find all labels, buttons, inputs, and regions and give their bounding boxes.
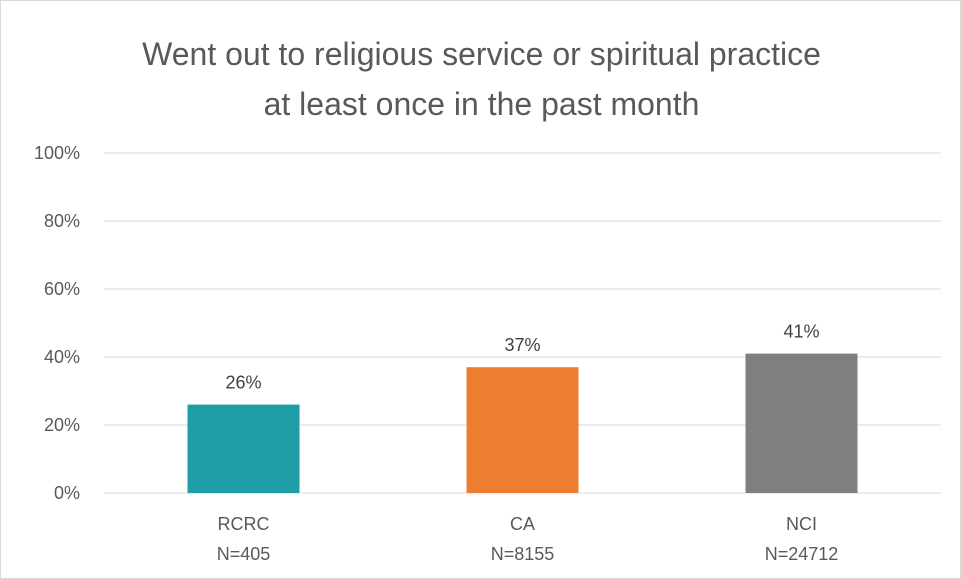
bar — [745, 353, 858, 493]
y-tick-label: 80% — [44, 211, 80, 231]
data-label: 26% — [225, 373, 261, 393]
x-tick-sublabel: N=24712 — [765, 544, 839, 564]
data-label: 41% — [783, 322, 819, 342]
x-tick-label: CA — [510, 514, 535, 534]
chart-title: Went out to religious service or spiritu… — [1, 29, 961, 129]
y-tick-label: 60% — [44, 279, 80, 299]
data-label: 37% — [504, 335, 540, 355]
y-tick-label: 40% — [44, 347, 80, 367]
x-tick-sublabel: N=8155 — [491, 544, 555, 564]
chart-title-line-1: Went out to religious service or spiritu… — [142, 36, 821, 72]
bar — [187, 404, 300, 493]
chart-title-line-2: at least once in the past month — [263, 86, 700, 122]
bar — [466, 367, 579, 493]
x-tick-label: RCRC — [218, 514, 270, 534]
x-tick-label: NCI — [786, 514, 817, 534]
y-tick-label: 0% — [54, 483, 80, 503]
x-tick-sublabel: N=405 — [217, 544, 271, 564]
y-tick-label: 20% — [44, 415, 80, 435]
y-tick-label: 100% — [34, 143, 80, 163]
